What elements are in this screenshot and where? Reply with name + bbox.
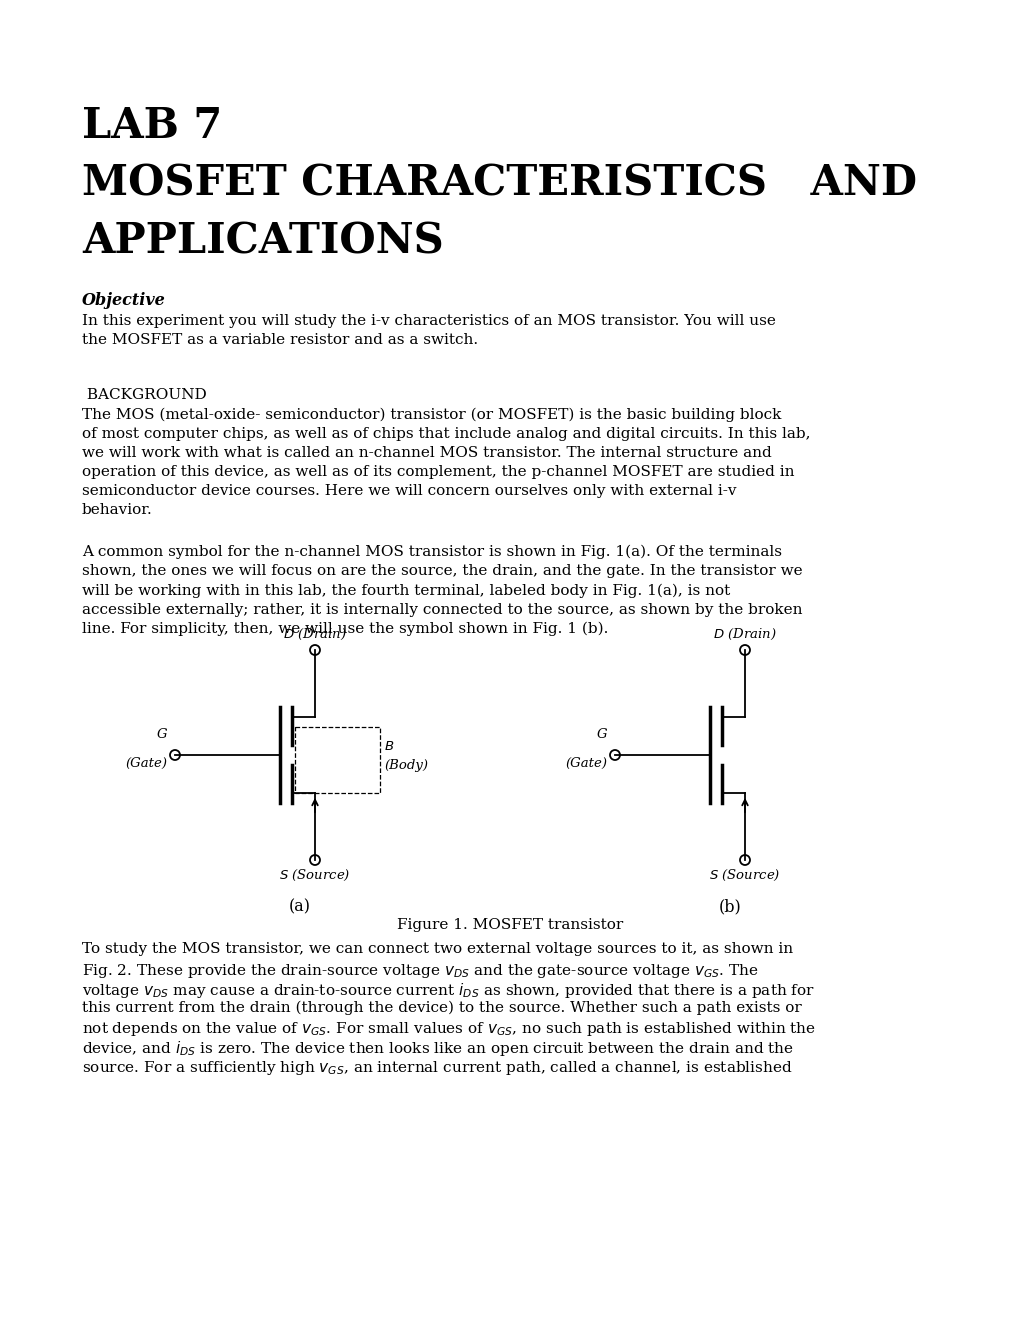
- Text: APPLICATIONS: APPLICATIONS: [82, 220, 443, 263]
- Text: device, and $i_{DS}$ is zero. The device then looks like an open circuit between: device, and $i_{DS}$ is zero. The device…: [82, 1040, 793, 1059]
- Bar: [294, 727, 380, 793]
- Text: (b): (b): [718, 898, 741, 915]
- Text: In this experiment you will study the i-v characteristics of an MOS transistor. : In this experiment you will study the i-…: [82, 314, 775, 347]
- Text: $D$ (Drain): $D$ (Drain): [712, 627, 776, 642]
- Text: A common symbol for the n-channel MOS transistor is shown in Fig. 1(a). Of the t: A common symbol for the n-channel MOS tr…: [82, 545, 802, 636]
- Text: (a): (a): [288, 898, 311, 915]
- Text: voltage $v_{DS}$ may cause a drain-to-source current $i_{DS}$ as shown, provided: voltage $v_{DS}$ may cause a drain-to-so…: [82, 981, 814, 1001]
- Text: $S$ (Source): $S$ (Source): [708, 869, 780, 883]
- Text: To study the MOS transistor, we can connect two external voltage sources to it, : To study the MOS transistor, we can conn…: [82, 942, 793, 956]
- Text: $B$: $B$: [383, 741, 394, 752]
- Text: (Gate): (Gate): [125, 756, 167, 770]
- Text: G: G: [156, 729, 167, 741]
- Text: this current from the drain (through the device) to the source. Whether such a p: this current from the drain (through the…: [82, 1001, 801, 1015]
- Text: (Gate): (Gate): [565, 756, 606, 770]
- Text: $S$ (Source): $S$ (Source): [279, 869, 351, 883]
- Text: Figure 1. MOSFET transistor: Figure 1. MOSFET transistor: [396, 917, 623, 932]
- Text: MOSFET CHARACTERISTICS   AND: MOSFET CHARACTERISTICS AND: [82, 162, 916, 205]
- Text: BACKGROUND: BACKGROUND: [82, 388, 207, 403]
- Text: LAB 7: LAB 7: [82, 106, 222, 147]
- Text: G: G: [596, 729, 606, 741]
- Text: $D$ (Drain): $D$ (Drain): [283, 627, 346, 642]
- Text: The MOS (metal-oxide- semiconductor) transistor (or MOSFET) is the basic buildin: The MOS (metal-oxide- semiconductor) tra…: [82, 408, 810, 517]
- Text: Fig. 2. These provide the drain-source voltage $v_{DS}$ and the gate-source volt: Fig. 2. These provide the drain-source v…: [82, 961, 758, 979]
- Text: Objective: Objective: [82, 292, 166, 309]
- Text: (Body): (Body): [383, 759, 428, 772]
- Text: source. For a sufficiently high $v_{GS}$, an internal current path, called a cha: source. For a sufficiently high $v_{GS}$…: [82, 1059, 792, 1077]
- Text: not depends on the value of $v_{GS}$. For small values of $v_{GS}$, no such path: not depends on the value of $v_{GS}$. Fo…: [82, 1020, 815, 1038]
